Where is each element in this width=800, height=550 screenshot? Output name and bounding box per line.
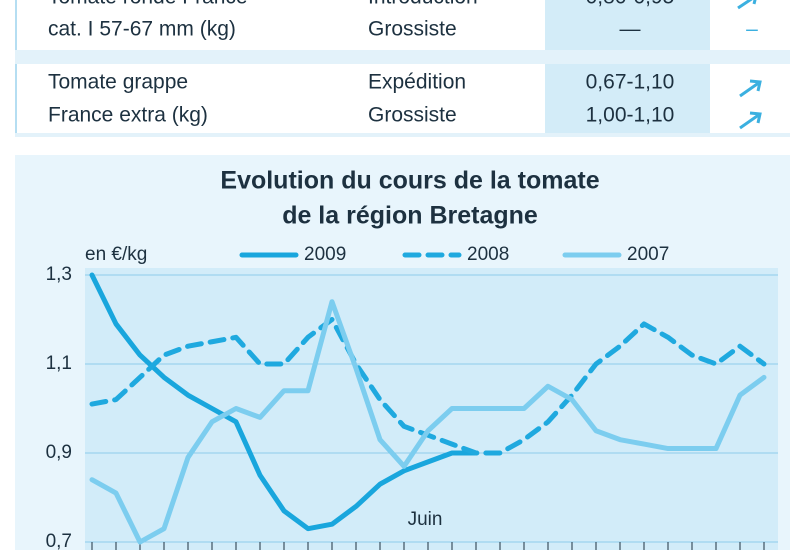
product: Tomate ronde France	[48, 0, 248, 9]
row-separator	[15, 133, 790, 137]
row-separator	[15, 50, 790, 64]
series-line	[89, 272, 479, 532]
price-column	[545, 0, 710, 136]
product: France extra (kg)	[48, 104, 208, 127]
price-table: Tomate ronde France cat. I 57-67 mm (kg)…	[15, 0, 790, 137]
market: Grossiste	[368, 104, 457, 127]
legend-label: 2009	[304, 244, 346, 265]
price: —	[620, 18, 641, 41]
trend-arrow	[737, 0, 757, 10]
legend-label: 2007	[627, 244, 669, 265]
product: cat. I 57-67 mm (kg)	[48, 18, 236, 41]
market: Introduction	[368, 0, 478, 9]
y-tick-label: 0,7	[46, 531, 72, 550]
chart-title: Evolution du cours de la tomate	[220, 167, 599, 195]
price: 1,00-1,10	[586, 104, 675, 127]
table-border	[15, 0, 17, 136]
price: 0,67-1,10	[586, 71, 675, 94]
market: Expédition	[368, 71, 466, 94]
chart-title: de la région Bretagne	[282, 202, 538, 230]
market: Grossiste	[368, 18, 457, 41]
trend-arrow	[739, 111, 762, 130]
legend-label: 2008	[467, 244, 509, 265]
series-line	[89, 299, 767, 545]
y-tick-label: 1,3	[46, 264, 72, 285]
y-axis-label: en €/kg	[85, 244, 147, 265]
trend: –	[746, 18, 758, 41]
product: Tomate grappe	[48, 71, 188, 94]
y-tick-label: 0,9	[46, 442, 72, 463]
plot-area	[85, 268, 778, 550]
trend-arrow	[739, 79, 762, 98]
y-tick-label: 1,1	[46, 353, 72, 374]
annotation: Juin	[408, 509, 443, 530]
price: 0,80-0,95	[586, 0, 675, 9]
